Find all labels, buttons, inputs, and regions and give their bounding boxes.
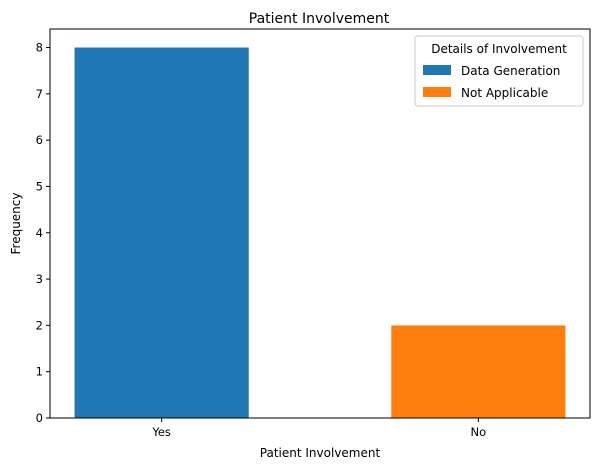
x-tick-label-yes: Yes [151, 425, 171, 439]
x-tick-label-no: No [471, 425, 487, 439]
x-axis-label: Patient Involvement [260, 446, 381, 460]
bar-yes [74, 47, 249, 419]
legend-box [414, 35, 584, 107]
y-tick-label: 7 [36, 87, 43, 101]
axes-frame [49, 28, 591, 419]
y-tick-label: 6 [36, 133, 43, 147]
chart-title: Patient Involvement [249, 11, 390, 27]
legend-title: Details of Involvement [431, 42, 567, 56]
y-axis-ticks: 0 1 2 3 4 5 6 7 8 [36, 41, 50, 425]
y-tick-label: 1 [36, 365, 43, 379]
x-axis-ticks: Yes No [151, 418, 486, 439]
legend-swatch-not-applicable [423, 87, 451, 97]
legend-swatch-data-generation [423, 65, 451, 75]
y-tick-label: 5 [36, 179, 43, 193]
legend-label-data-generation: Data Generation [461, 64, 560, 78]
bars-group [74, 47, 566, 419]
y-tick-label: 2 [36, 318, 43, 332]
legend-label-not-applicable: Not Applicable [461, 86, 548, 100]
y-tick-label: 8 [36, 41, 43, 55]
bar-no [391, 325, 566, 418]
y-tick-label: 3 [36, 272, 43, 286]
y-axis-label: Frequency [9, 193, 23, 255]
plot-area: 0 1 2 3 4 5 6 7 8 Yes No [36, 28, 591, 439]
y-tick-label: 0 [36, 411, 43, 425]
legend: Details of Involvement Data Generation N… [414, 35, 584, 107]
y-tick-label: 4 [36, 226, 43, 240]
